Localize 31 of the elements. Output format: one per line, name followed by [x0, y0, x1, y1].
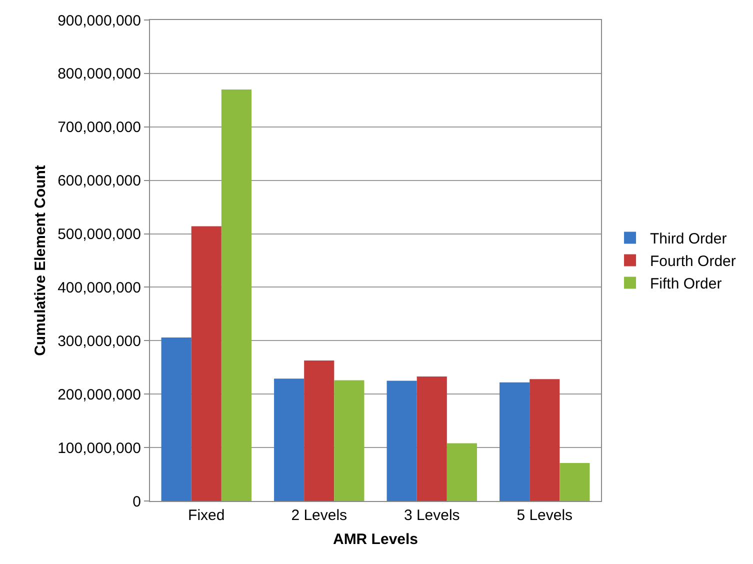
- bar: [446, 443, 477, 501]
- x-tick-label: Fixed: [188, 507, 225, 524]
- bar: [191, 226, 222, 501]
- y-tick-label: 600,000,000: [58, 172, 141, 190]
- legend-label: Fifth Order: [650, 276, 722, 293]
- y-tick-label: 500,000,000: [58, 226, 141, 244]
- x-axis-title: AMR Levels: [332, 531, 418, 548]
- bar: [274, 378, 304, 501]
- x-tick-label: 2 Levels: [291, 507, 348, 524]
- bar: [161, 337, 192, 501]
- bar: [221, 89, 252, 501]
- y-tick-label: 0: [132, 493, 141, 510]
- y-tick-label: 400,000,000: [58, 279, 141, 296]
- bar: [386, 380, 417, 501]
- y-tick-label: 900,000,000: [58, 12, 141, 30]
- x-tick-label: 5 Levels: [516, 507, 573, 524]
- bar: [500, 382, 530, 501]
- legend-label: Fourth Order: [650, 253, 736, 270]
- y-tick-label: 700,000,000: [58, 119, 141, 136]
- y-tick-label: 300,000,000: [58, 332, 141, 350]
- y-tick-label: 200,000,000: [58, 386, 141, 404]
- bar: [560, 463, 590, 501]
- bar: [304, 360, 334, 501]
- y-axis-title: Cumulative Element Count: [32, 165, 49, 356]
- y-tick-label: 100,000,000: [58, 440, 141, 457]
- x-tick-label: 3 Levels: [404, 507, 460, 524]
- bar: [530, 379, 560, 501]
- bar: [416, 376, 447, 501]
- bar: [334, 380, 364, 501]
- y-tick-label: 800,000,000: [58, 66, 141, 83]
- legend-label: Third Order: [650, 230, 727, 248]
